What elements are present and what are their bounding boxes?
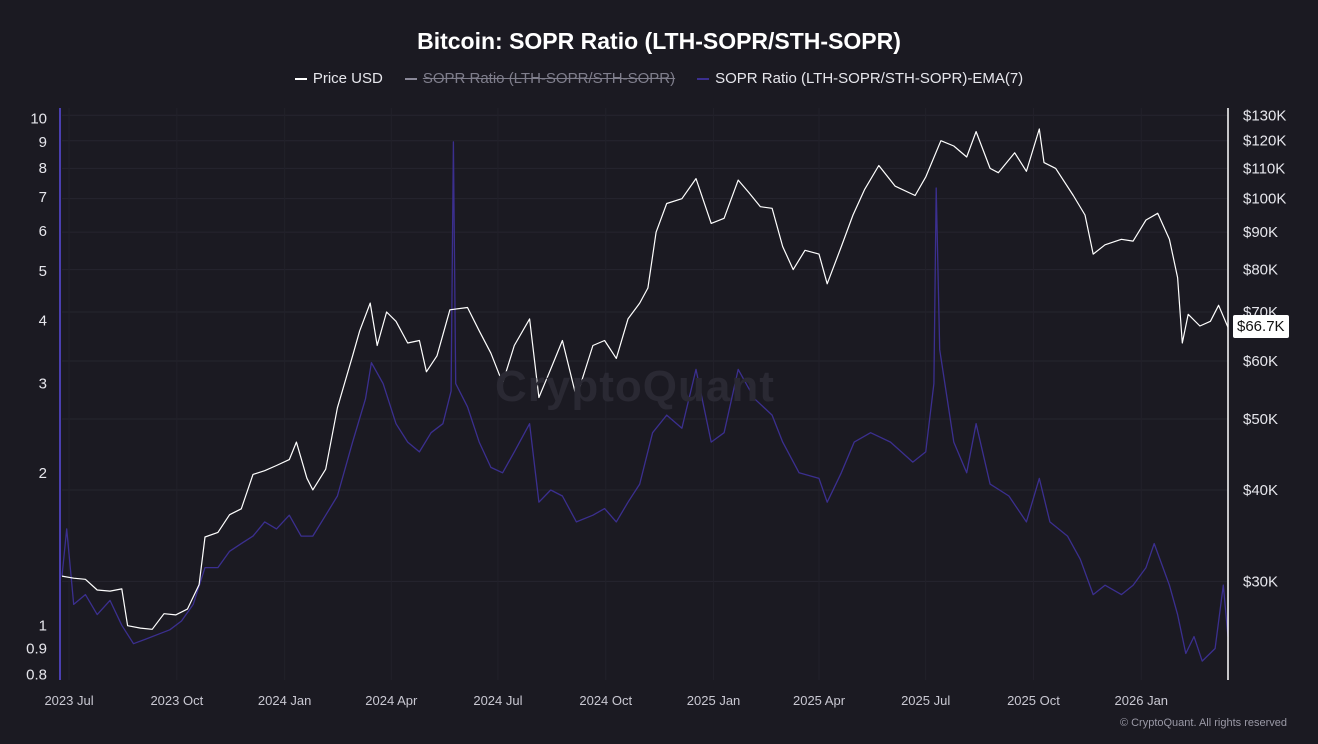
legend-swatch-sopr-ema bbox=[697, 77, 710, 80]
right-tick-label: $30K bbox=[1243, 573, 1278, 590]
right-tick-label: $40K bbox=[1243, 482, 1278, 499]
legend-swatch-sopr-ratio bbox=[404, 77, 417, 80]
x-tick-label: 2024 Oct bbox=[579, 693, 632, 708]
sopr-ema-series bbox=[61, 141, 1229, 662]
right-tick-label: $50K bbox=[1243, 411, 1278, 428]
right-tick-label: $110K bbox=[1243, 160, 1285, 177]
x-tick-label: 2025 Apr bbox=[793, 693, 846, 708]
current-price-tag: $66.7K bbox=[1233, 315, 1289, 339]
chart-title: Bitcoin: SOPR Ratio (LTH-SOPR/STH-SOPR) bbox=[417, 28, 901, 54]
x-tick-label: 2023 Oct bbox=[150, 693, 203, 708]
left-tick-label: 6 bbox=[39, 223, 47, 240]
right-tick-label: $100K bbox=[1243, 191, 1286, 208]
legend-item-price[interactable]: Price USD bbox=[294, 70, 383, 87]
left-tick-label: 8 bbox=[39, 160, 47, 177]
price-series bbox=[61, 128, 1229, 630]
right-tick-label: $60K bbox=[1243, 353, 1278, 370]
legend-label-sopr-ratio: SOPR Ratio (LTH-SOPR/STH-SOPR) bbox=[422, 70, 676, 87]
left-tick-label: 5 bbox=[39, 263, 47, 280]
x-tick-label: 2023 Jul bbox=[44, 693, 93, 708]
watermark: CryptoQuant bbox=[495, 362, 775, 411]
grid bbox=[62, 108, 1228, 680]
legend: Price USD SOPR Ratio (LTH-SOPR/STH-SOPR)… bbox=[0, 70, 1318, 87]
right-tick-label: $90K bbox=[1243, 224, 1278, 241]
left-tick-label: 7 bbox=[39, 189, 47, 206]
x-tick-label: 2024 Jan bbox=[258, 693, 312, 708]
copyright: © CryptoQuant. All rights reserved bbox=[1119, 717, 1287, 729]
legend-label-sopr-ema: SOPR Ratio (LTH-SOPR/STH-SOPR)-EMA(7) bbox=[715, 70, 1024, 87]
x-tick-label: 2024 Apr bbox=[365, 693, 418, 708]
x-tick-label: 2026 Jan bbox=[1115, 693, 1169, 708]
legend-item-sopr-ema[interactable]: SOPR Ratio (LTH-SOPR/STH-SOPR)-EMA(7) bbox=[697, 70, 1023, 87]
right-tick-label: $80K bbox=[1243, 262, 1278, 279]
legend-swatch-price bbox=[294, 77, 307, 80]
legend-item-sopr-ratio[interactable]: SOPR Ratio (LTH-SOPR/STH-SOPR) bbox=[404, 70, 676, 87]
x-tick-label: 2024 Jul bbox=[473, 693, 522, 708]
price-line bbox=[61, 128, 1229, 630]
x-tick-label: 2025 Oct bbox=[1007, 693, 1060, 708]
right-tick-label: $130K bbox=[1243, 107, 1286, 124]
x-tick-label: 2025 Jul bbox=[901, 693, 950, 708]
left-tick-label: 2 bbox=[39, 465, 47, 482]
left-tick-label: 10 bbox=[30, 111, 47, 128]
left-tick-label: 1 bbox=[39, 617, 47, 634]
x-tick-label: 2025 Jan bbox=[687, 693, 741, 708]
left-tick-label: 0.8 bbox=[26, 666, 47, 683]
sopr-ema-line bbox=[61, 141, 1229, 662]
legend-label-price: Price USD bbox=[312, 70, 383, 87]
axes: 10 9 8 7 6 5 4 3 2 1 0.9 0.8 $130K $120K $110K $100K $90… bbox=[26, 107, 1286, 708]
left-tick-label: 4 bbox=[39, 312, 47, 329]
left-tick-label: 3 bbox=[39, 376, 47, 393]
left-tick-label: 0.9 bbox=[26, 641, 47, 658]
left-tick-label: 9 bbox=[39, 134, 47, 151]
right-tick-label: $120K bbox=[1243, 133, 1286, 150]
